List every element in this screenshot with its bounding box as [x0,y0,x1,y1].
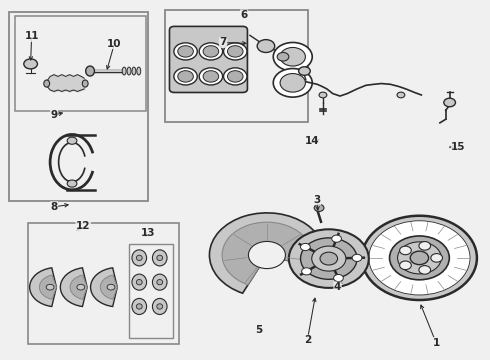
Circle shape [289,229,369,288]
Text: 15: 15 [451,142,466,152]
Wedge shape [209,213,324,293]
Circle shape [273,68,312,97]
Wedge shape [60,268,87,306]
Ellipse shape [82,80,88,87]
Circle shape [199,68,222,85]
Circle shape [199,43,222,60]
Bar [129,244,173,338]
Circle shape [431,253,442,262]
Circle shape [400,246,411,255]
Ellipse shape [152,274,167,290]
FancyBboxPatch shape [170,26,247,93]
Circle shape [400,261,411,270]
Text: 12: 12 [76,221,91,231]
Bar [165,10,308,122]
Text: 2: 2 [304,335,311,345]
Circle shape [300,243,310,251]
Circle shape [24,59,37,69]
Circle shape [280,48,305,66]
Ellipse shape [127,67,131,75]
Bar [28,223,179,344]
Circle shape [277,53,289,61]
Text: 11: 11 [24,31,39,41]
Ellipse shape [86,66,95,76]
Circle shape [444,98,456,107]
Text: 6: 6 [241,10,247,20]
Ellipse shape [122,67,126,75]
Circle shape [203,71,219,82]
Circle shape [362,216,477,300]
Ellipse shape [152,298,167,315]
Circle shape [203,46,219,57]
Ellipse shape [132,250,147,266]
Circle shape [46,284,54,290]
Bar [9,12,147,202]
Circle shape [178,71,194,82]
Text: 10: 10 [107,39,122,49]
Bar [15,17,146,111]
Circle shape [419,242,431,250]
Circle shape [178,46,194,57]
Ellipse shape [137,67,141,75]
Ellipse shape [157,279,163,285]
Circle shape [298,67,310,75]
Circle shape [410,251,429,265]
Ellipse shape [157,255,163,261]
Text: 7: 7 [220,37,227,48]
Circle shape [77,284,85,290]
Circle shape [107,284,115,290]
Circle shape [273,42,312,71]
Text: 13: 13 [141,228,156,238]
Ellipse shape [136,255,142,261]
Ellipse shape [136,304,142,309]
Ellipse shape [132,298,147,315]
Circle shape [300,238,357,279]
Circle shape [319,92,327,98]
Circle shape [227,46,243,57]
Circle shape [302,268,312,275]
Circle shape [67,180,77,187]
Wedge shape [70,275,87,299]
Wedge shape [39,275,56,299]
Circle shape [223,43,247,60]
Ellipse shape [136,279,142,285]
Wedge shape [222,222,312,285]
Circle shape [352,254,362,261]
Circle shape [312,246,346,271]
Ellipse shape [132,67,136,75]
Circle shape [320,252,338,265]
Circle shape [257,40,275,53]
Text: 14: 14 [305,136,319,146]
Text: 5: 5 [255,325,262,335]
Text: 1: 1 [432,338,440,347]
Circle shape [397,242,441,274]
Circle shape [334,274,343,282]
Wedge shape [30,268,56,306]
Ellipse shape [44,80,49,87]
Circle shape [67,137,77,144]
Text: 3: 3 [314,195,321,204]
Text: 9: 9 [50,110,57,120]
Text: 4: 4 [334,282,341,292]
Circle shape [314,204,324,211]
Circle shape [174,43,197,60]
Circle shape [280,73,305,92]
Text: 8: 8 [50,202,58,212]
Circle shape [390,236,449,280]
Ellipse shape [157,304,163,309]
Circle shape [397,92,405,98]
Circle shape [248,242,286,269]
Circle shape [223,68,247,85]
Circle shape [332,235,342,242]
Ellipse shape [132,274,147,290]
Circle shape [174,68,197,85]
Circle shape [419,266,431,274]
Wedge shape [91,268,117,306]
Circle shape [369,221,470,295]
Ellipse shape [152,250,167,266]
Wedge shape [100,275,117,299]
Circle shape [227,71,243,82]
